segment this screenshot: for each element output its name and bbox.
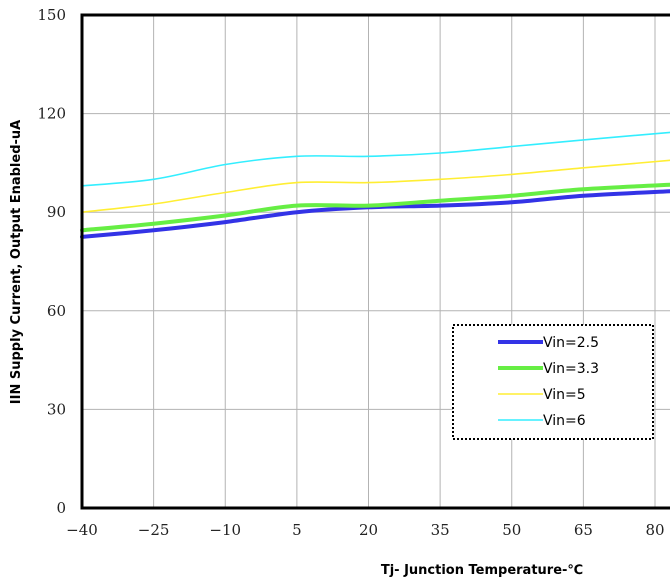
- y-tick-label: 150: [37, 6, 66, 24]
- x-axis-title: Tj- Junction Temperature-℃: [381, 563, 583, 578]
- series-line-vin-2-5: [80, 189, 670, 239]
- y-axis-title: IIN Supply Current, Output Enabled-uA: [9, 120, 24, 404]
- series-line-vin-3-3: [80, 182, 670, 233]
- y-tick-label: 30: [47, 400, 66, 418]
- grid: [82, 15, 670, 508]
- series-line-vin-5: [81, 159, 670, 213]
- x-tick-label: 5: [292, 521, 302, 539]
- x-tick-label: 50: [502, 521, 521, 539]
- x-tick-label: −10: [209, 521, 241, 539]
- x-tick-label: 65: [574, 521, 593, 539]
- legend-label-vin-6: Vin=6: [543, 413, 586, 429]
- legend-label-vin-3-3: Vin=3.3: [543, 361, 599, 377]
- y-tick-label: 60: [47, 302, 66, 320]
- plot-frame: [80, 13, 670, 510]
- x-tick-labels: −40 −25 −10 5 20 35 50 65 80: [66, 521, 664, 539]
- legend: Vin=2.5 Vin=3.3 Vin=5 Vin=6: [452, 324, 654, 440]
- y-tick-labels: 0 30 60 90 120 150: [37, 6, 66, 517]
- y-tick-label: 120: [37, 105, 66, 123]
- legend-label-vin-5: Vin=5: [543, 387, 586, 403]
- legend-box: [452, 324, 654, 440]
- x-tick-label: −40: [66, 521, 98, 539]
- y-tick-label: 0: [56, 499, 66, 517]
- x-tick-label: −25: [138, 521, 170, 539]
- legend-label-vin-2-5: Vin=2.5: [543, 335, 599, 351]
- x-tick-label: 35: [431, 521, 450, 539]
- x-tick-label: 20: [359, 521, 378, 539]
- series-group: [80, 131, 670, 239]
- series-line-vin-6: [81, 131, 670, 187]
- y-tick-label: 90: [47, 203, 66, 221]
- x-tick-label: 80: [645, 521, 664, 539]
